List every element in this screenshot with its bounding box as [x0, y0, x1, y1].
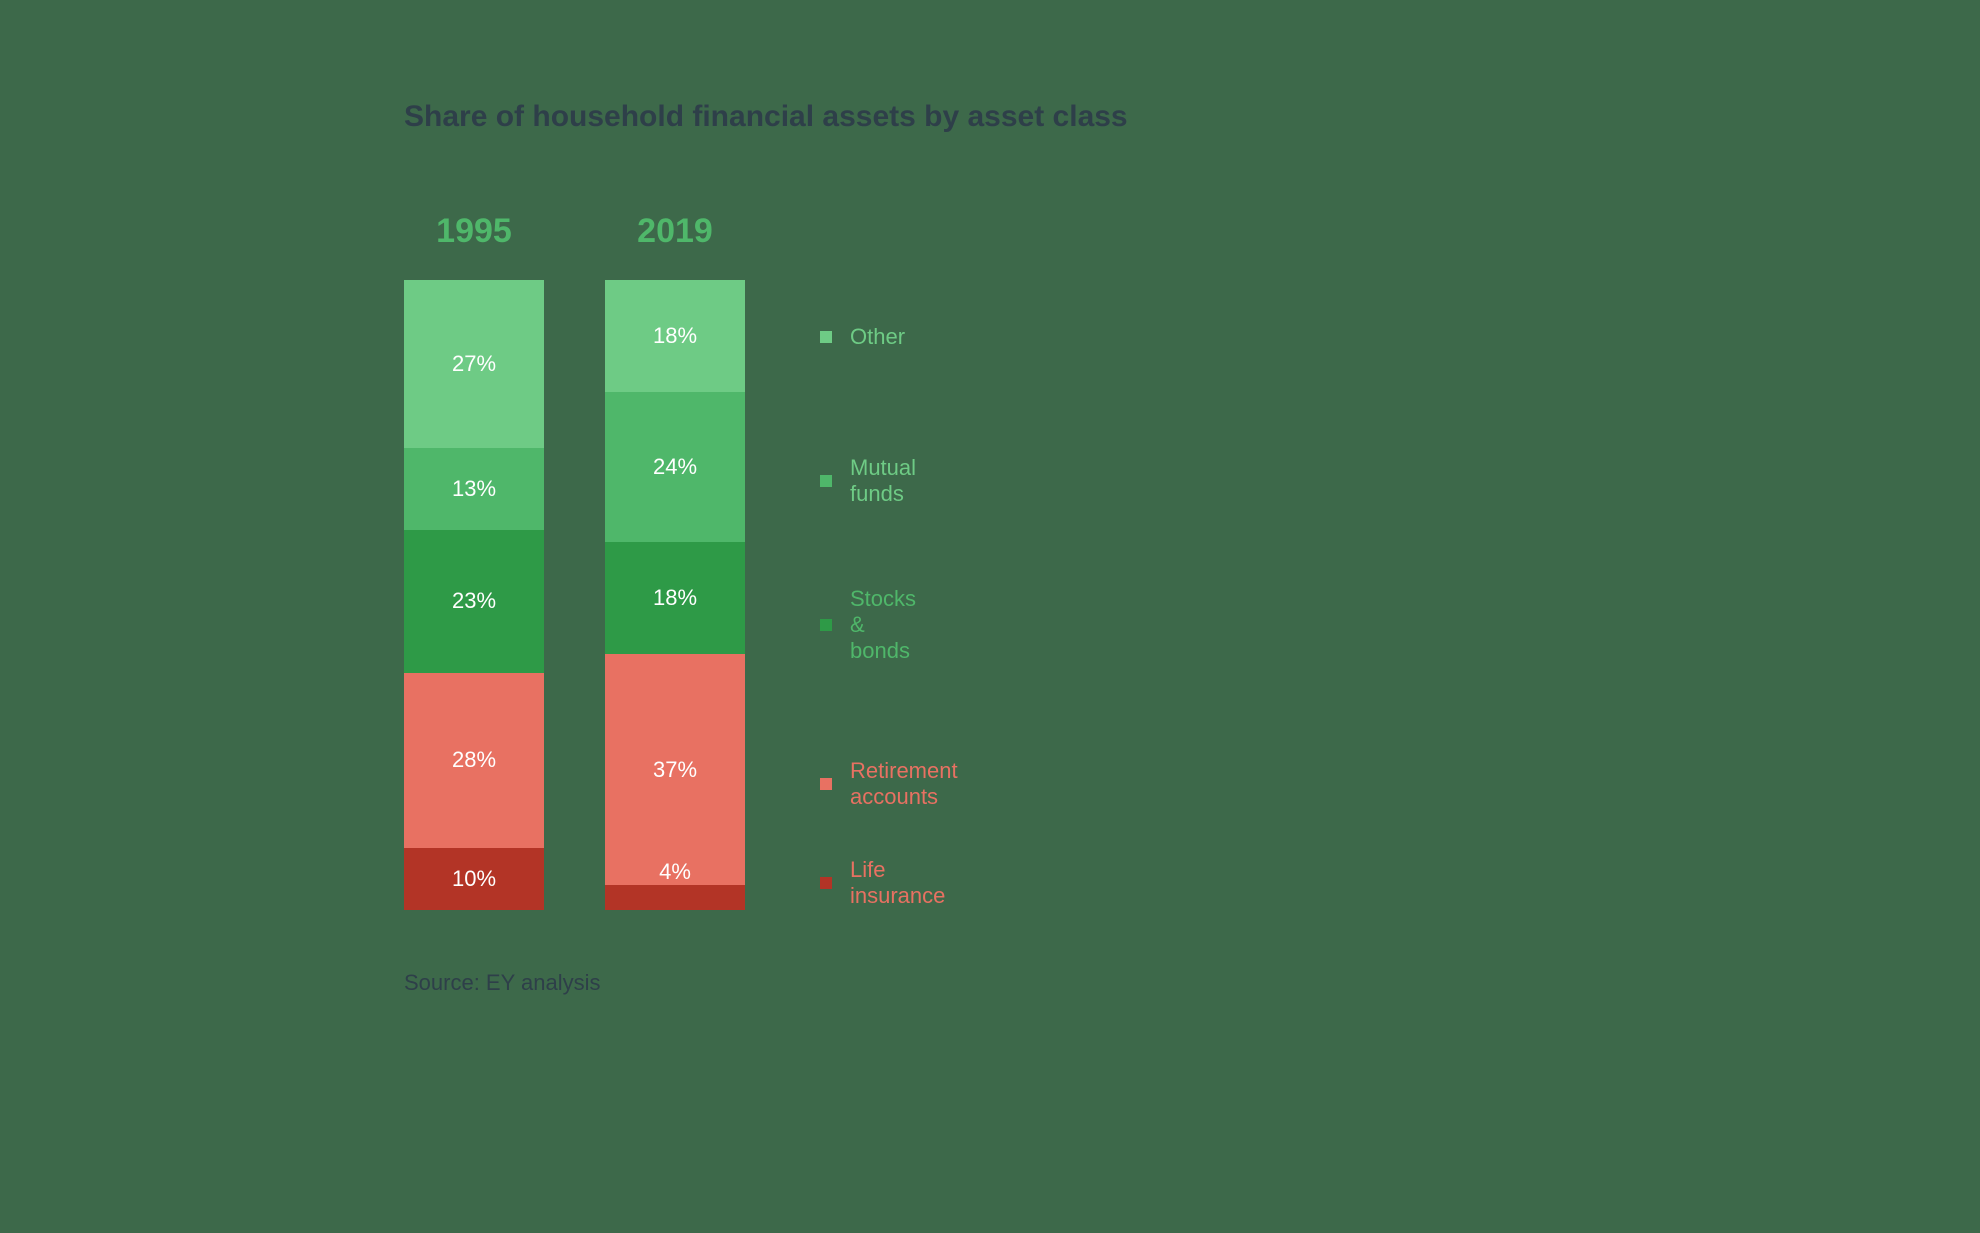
segment-label-1995-life_insurance: 10% — [452, 866, 496, 892]
segment-label-2019-life_insurance: 4% — [659, 859, 691, 885]
segment-label-1995-other: 27% — [452, 351, 496, 377]
segment-2019-life_insurance: 4% — [605, 885, 745, 910]
segment-1995-mutual_funds: 13% — [404, 448, 544, 529]
segment-label-1995-retirement_accounts: 28% — [452, 747, 496, 773]
segment-label-2019-retirement_accounts: 37% — [653, 757, 697, 783]
bar-2019: 4% 37% 18% 24% 18% — [605, 280, 745, 910]
year-label-1995: 1995 — [404, 212, 544, 251]
segment-1995-retirement_accounts: 28% — [404, 673, 544, 848]
segment-label-1995-stocks_bonds: 23% — [452, 588, 496, 614]
legend-label-life_insurance: Life insurance — [850, 857, 945, 909]
legend-item-retirement_accounts: Retirement accounts — [820, 758, 958, 810]
segment-label-2019-mutual_funds: 24% — [653, 454, 697, 480]
segment-1995-stocks_bonds: 23% — [404, 530, 544, 673]
segment-label-2019-stocks_bonds: 18% — [653, 585, 697, 611]
legend-item-life_insurance: Life insurance — [820, 857, 945, 909]
year-label-2019: 2019 — [605, 212, 745, 251]
segment-2019-other: 18% — [605, 280, 745, 392]
legend-swatch-stocks_bonds — [820, 619, 832, 631]
legend-swatch-mutual_funds — [820, 475, 832, 487]
source-text: Source: EY analysis — [404, 970, 600, 996]
legend-label-mutual_funds: Mutual funds — [850, 455, 916, 507]
legend-label-retirement_accounts: Retirement accounts — [850, 758, 958, 810]
legend-item-mutual_funds: Mutual funds — [820, 455, 916, 507]
segment-label-1995-mutual_funds: 13% — [452, 476, 496, 502]
legend-label-stocks_bonds: Stocks & bonds — [850, 586, 916, 664]
legend-swatch-retirement_accounts — [820, 778, 832, 790]
segment-2019-retirement_accounts: 37% — [605, 654, 745, 885]
segment-label-2019-other: 18% — [653, 323, 697, 349]
segment-2019-stocks_bonds: 18% — [605, 542, 745, 654]
segment-1995-other: 27% — [404, 280, 544, 448]
chart-title: Share of household financial assets by a… — [404, 100, 1128, 134]
legend-swatch-other — [820, 331, 832, 343]
legend-item-stocks_bonds: Stocks & bonds — [820, 586, 916, 664]
legend-item-other: Other — [820, 324, 905, 350]
segment-2019-mutual_funds: 24% — [605, 392, 745, 542]
bar-1995: 10% 28% 23% 13% 27% — [404, 280, 544, 910]
segment-1995-life_insurance: 10% — [404, 848, 544, 910]
legend-label-other: Other — [850, 324, 905, 350]
legend-swatch-life_insurance — [820, 877, 832, 889]
